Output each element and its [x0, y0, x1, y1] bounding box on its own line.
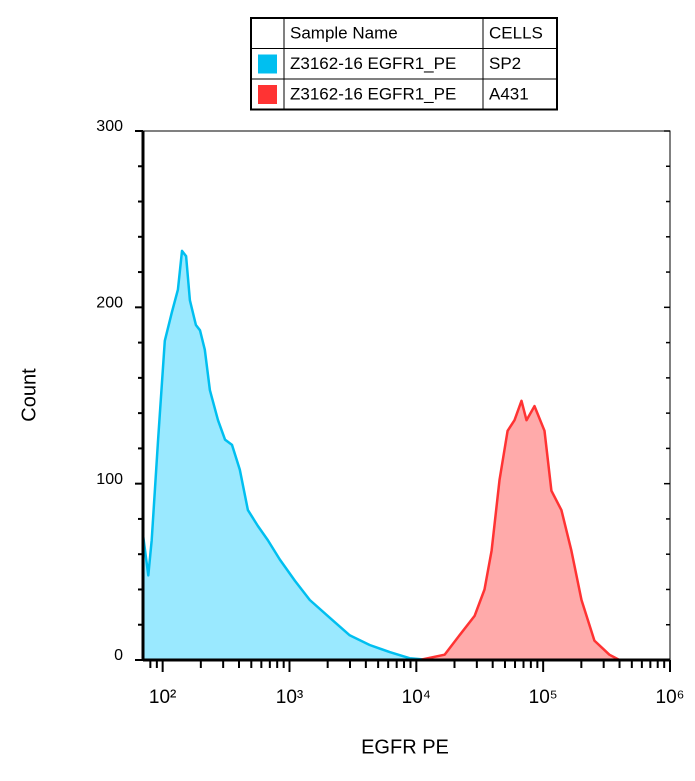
legend-table	[250, 17, 558, 111]
legend-swatch	[258, 85, 277, 104]
legend-name: Z3162-16 EGFR1_PE	[290, 54, 456, 73]
y-tick-label: 0	[114, 647, 123, 664]
x-tick-label: 10⁴	[402, 687, 431, 708]
legend-cells: SP2	[489, 54, 521, 73]
x-tick-label: 10⁵	[529, 687, 558, 708]
x-tick-label: 10⁶	[656, 687, 685, 708]
x-tick-label: 10²	[149, 687, 176, 708]
legend-name: Z3162-16 EGFR1_PE	[290, 85, 456, 104]
legend-swatch	[258, 54, 277, 74]
histogram-line	[143, 399, 620, 662]
y-tick-label: 100	[96, 471, 123, 488]
histogram-area	[143, 250, 670, 660]
y-tick-label: 200	[96, 295, 123, 312]
histogram-line	[141, 249, 670, 662]
x-tick-label: 10³	[276, 687, 303, 708]
legend-cells: A431	[489, 85, 529, 104]
y-axis-label: Count	[18, 368, 40, 422]
legend-header: CELLS	[489, 24, 543, 43]
legend-header: Sample Name	[290, 24, 398, 43]
y-tick-label: 300	[96, 118, 123, 135]
histogram-area	[143, 400, 620, 660]
x-axis-label: EGFR PE	[361, 736, 449, 758]
